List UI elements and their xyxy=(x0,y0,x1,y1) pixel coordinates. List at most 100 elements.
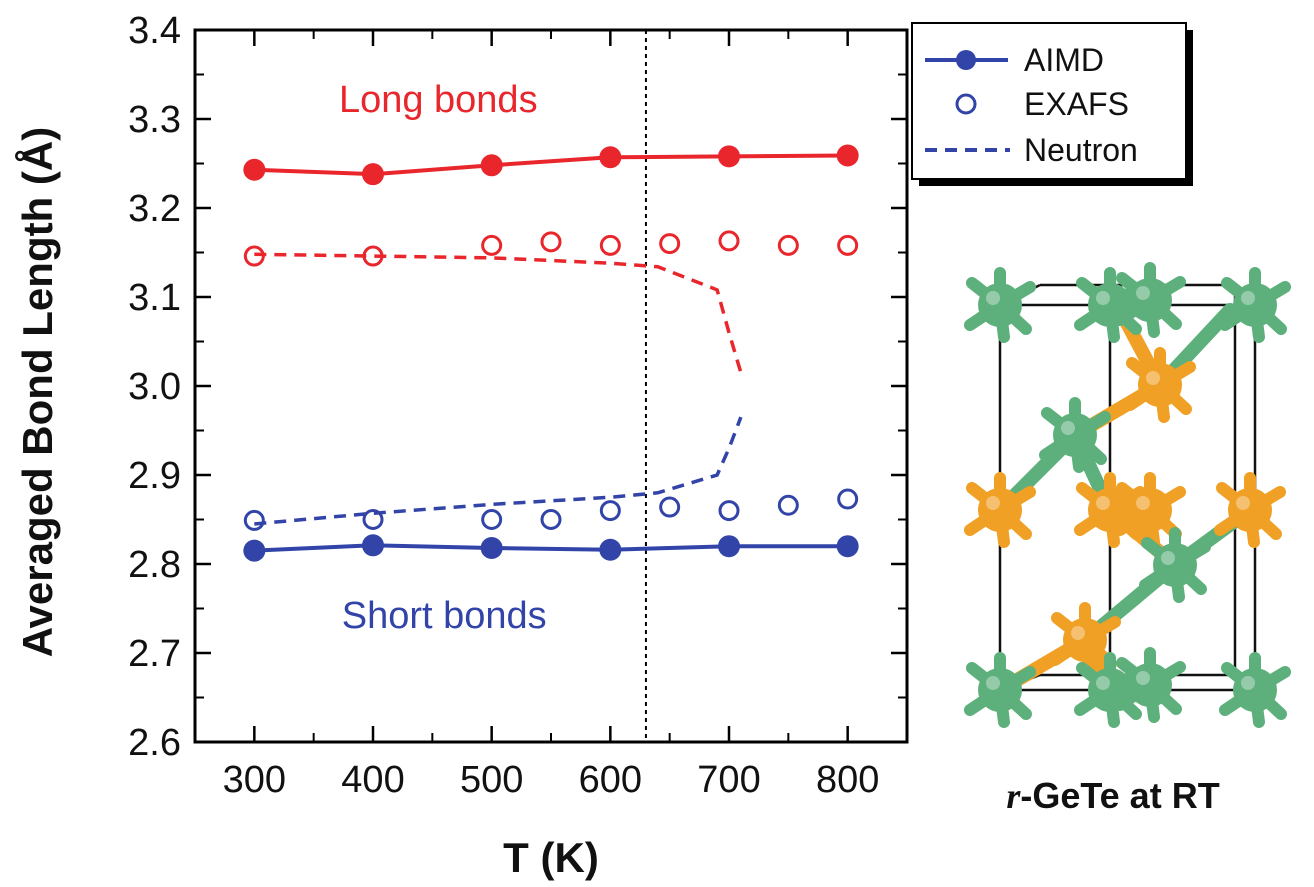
structure-caption: r-GeTe at RT xyxy=(1006,775,1219,816)
legend: AIMD EXAFS Neutron xyxy=(911,22,1193,186)
series-long-neutron xyxy=(254,252,743,374)
data-point xyxy=(480,536,503,559)
data-point xyxy=(718,535,740,558)
atom-highlight xyxy=(1096,291,1110,305)
atom-highlight xyxy=(1136,496,1150,510)
data-point xyxy=(599,500,621,522)
te-atom xyxy=(1128,278,1172,322)
data-point xyxy=(718,230,740,252)
x-tick-label: 500 xyxy=(460,759,523,801)
plot-frame xyxy=(193,28,909,744)
te-atom xyxy=(1053,413,1097,457)
data-point xyxy=(599,538,622,561)
y-axis-title: Averaged Bond Length (Å) xyxy=(14,127,61,657)
series-short-neutron xyxy=(254,416,743,526)
data-point xyxy=(480,154,503,177)
series-line xyxy=(254,416,743,526)
data-point xyxy=(777,494,799,516)
data-point xyxy=(718,500,740,522)
data-point xyxy=(243,509,265,531)
ge-atom xyxy=(978,488,1022,532)
ge-atom xyxy=(1063,618,1107,662)
legend-exafs-marker xyxy=(955,93,977,115)
ge-atom xyxy=(1228,488,1272,532)
te-atom xyxy=(1153,543,1197,587)
atom-highlight xyxy=(1071,626,1085,640)
atom-highlight xyxy=(1241,676,1255,690)
ge-atom xyxy=(1128,488,1172,532)
legend-exafs-label: EXAFS xyxy=(1024,86,1129,122)
data-point xyxy=(836,535,859,558)
series-long-exafs xyxy=(243,230,859,267)
series-short-aimd xyxy=(243,534,859,562)
tick-labels: 300 400 500 600 700 800 2.6 2.7 2.8 2.9 3.0 3.1 3.2 3… xyxy=(128,10,879,801)
x-axis-title: T (K) xyxy=(503,834,599,881)
x-tick-label: 700 xyxy=(697,759,760,801)
series-layer xyxy=(243,144,859,562)
y-tick-label: 2.8 xyxy=(128,544,181,586)
te-atom xyxy=(978,668,1022,712)
y-tick-label: 2.9 xyxy=(128,455,181,497)
series-long-aimd xyxy=(243,144,859,186)
caption-rest: -GeTe at RT xyxy=(1020,775,1219,816)
data-point xyxy=(659,496,681,518)
series-line xyxy=(254,252,743,374)
y-tick-label: 3.3 xyxy=(128,99,181,141)
data-point xyxy=(837,488,859,510)
te-atom xyxy=(1128,663,1172,707)
data-point xyxy=(243,539,266,562)
annotation-short-bonds: Short bonds xyxy=(342,595,547,637)
data-point xyxy=(777,234,799,256)
data-point xyxy=(836,144,859,167)
y-tick-label: 3.4 xyxy=(128,10,181,52)
data-point xyxy=(540,509,562,530)
atom-highlight xyxy=(1136,286,1150,300)
ge-atom xyxy=(1138,363,1182,407)
x-tick-label: 300 xyxy=(223,759,286,801)
legend-aimd-label: AIMD xyxy=(1024,42,1104,78)
y-tick-label: 2.7 xyxy=(128,633,181,675)
atom-highlight xyxy=(1096,676,1110,690)
atom-highlight xyxy=(1136,671,1150,685)
data-point xyxy=(540,231,562,253)
atom-highlight xyxy=(1146,371,1160,385)
data-point xyxy=(599,234,621,256)
x-tick-label: 400 xyxy=(341,759,404,801)
axis-ticks xyxy=(195,28,907,744)
te-atom xyxy=(1233,668,1277,712)
data-point xyxy=(481,234,503,256)
data-point xyxy=(362,534,384,557)
te-atom xyxy=(1233,283,1277,327)
atom-highlight xyxy=(986,496,1000,510)
te-atom xyxy=(978,283,1022,327)
atom-highlight xyxy=(1161,551,1175,565)
data-point xyxy=(362,163,384,186)
x-tick-label: 600 xyxy=(579,759,642,801)
y-tick-label: 3.1 xyxy=(128,277,181,319)
atom-highlight xyxy=(986,676,1000,690)
atom-highlight xyxy=(1096,496,1110,510)
x-tick-label: 800 xyxy=(816,759,879,801)
legend-aimd-marker xyxy=(956,50,976,70)
atom-highlight xyxy=(986,291,1000,305)
series-line xyxy=(254,153,848,177)
data-point xyxy=(718,145,740,168)
caption-italic: r xyxy=(1006,776,1021,816)
y-tick-label: 3.0 xyxy=(128,366,181,408)
ge-atom xyxy=(1088,488,1132,532)
data-point xyxy=(481,509,503,530)
data-point xyxy=(659,233,681,255)
atom-highlight xyxy=(1236,496,1250,510)
atom-highlight xyxy=(1061,421,1075,435)
atom-highlight xyxy=(1241,291,1255,305)
data-point xyxy=(599,146,622,169)
data-point xyxy=(837,234,859,256)
data-point xyxy=(243,158,266,181)
y-tick-label: 2.6 xyxy=(128,722,181,764)
series-line xyxy=(254,543,848,553)
gete-structure-illustration xyxy=(964,262,1291,728)
y-tick-label: 3.2 xyxy=(128,188,181,230)
annotation-long-bonds: Long bonds xyxy=(339,79,538,121)
series-short-exafs xyxy=(243,488,859,531)
